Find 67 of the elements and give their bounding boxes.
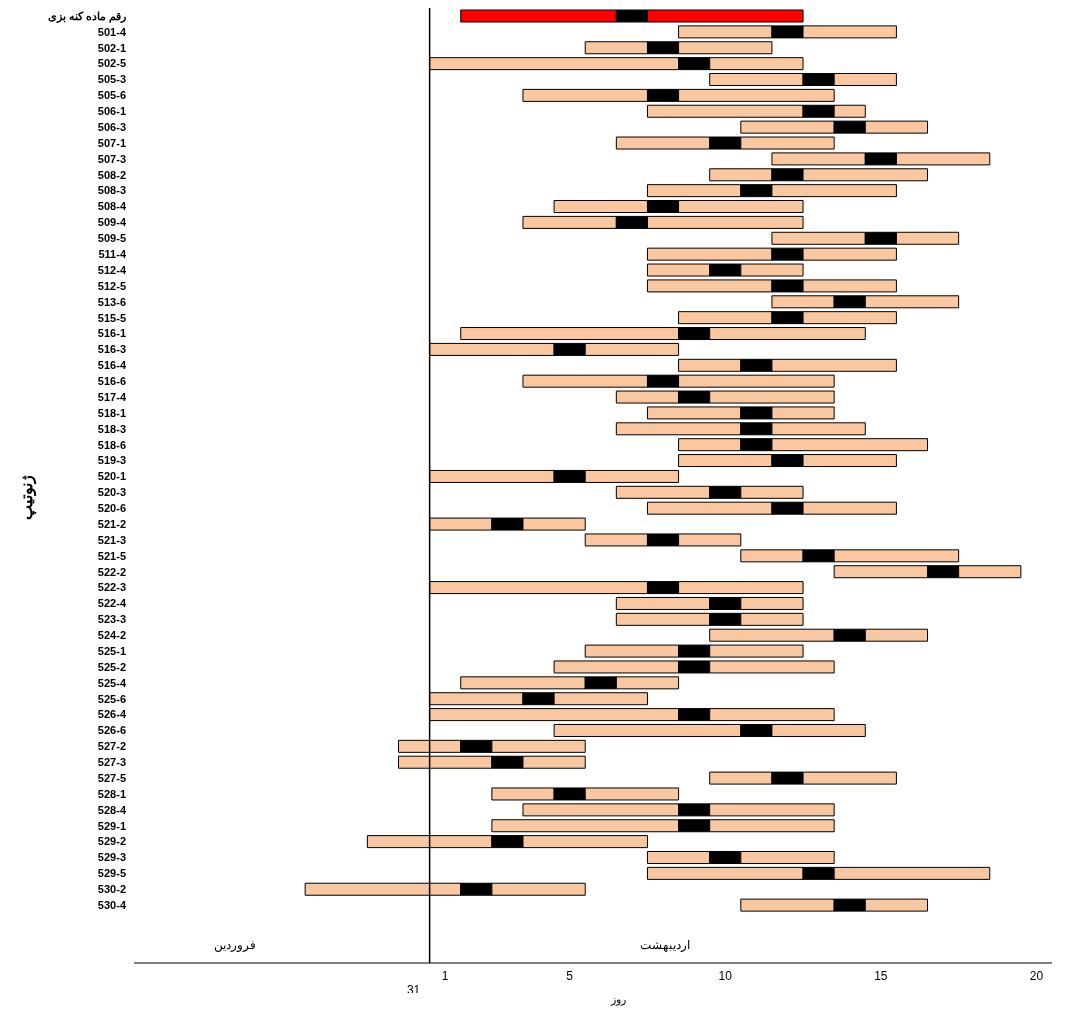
y-tick-label: 522-2 <box>97 565 126 578</box>
y-tick-label: 522-3 <box>97 581 126 594</box>
y-axis-title: ژنوتیپ <box>16 474 36 522</box>
y-tick-label: 525-2 <box>97 660 126 673</box>
y-tick-label: 512-5 <box>97 279 126 292</box>
y-tick-label: 521-5 <box>97 549 126 562</box>
y-tick-label: 527-3 <box>97 756 126 769</box>
y-tick-label: 509-4 <box>97 216 127 229</box>
y-tick-label: 518-6 <box>97 438 126 451</box>
y-tick-label: 523-3 <box>97 613 126 626</box>
y-tick-label: 530-2 <box>97 883 126 896</box>
y-tick-label: رقم ماده کنه بزی <box>47 9 126 23</box>
y-tick-label: 525-6 <box>97 692 126 705</box>
y-tick-label: 516-3 <box>97 343 126 356</box>
y-tick-label: 507-1 <box>97 136 126 149</box>
y-tick-label: 522-4 <box>97 597 127 610</box>
y-tick-label: 501-4 <box>97 25 127 38</box>
y-tick-label: 528-4 <box>97 803 127 816</box>
x-axis-title: روز <box>609 993 627 1006</box>
y-tick-label: 519-3 <box>97 454 126 467</box>
y-tick-label: 513-6 <box>97 295 126 308</box>
y-tick-label: 530-4 <box>97 898 127 911</box>
x-tick-label: 10 <box>718 968 733 983</box>
y-tick-label: 505-6 <box>97 89 126 102</box>
y-tick-label: 528-1 <box>97 787 126 800</box>
y-tick-label: 517-4 <box>97 390 127 403</box>
y-tick-label: 520-3 <box>97 486 126 499</box>
x-tick-label: 5 <box>566 968 574 983</box>
y-tick-label: 518-3 <box>97 422 126 435</box>
y-tick-label: 506-3 <box>97 120 126 133</box>
y-tick-label: 521-3 <box>97 533 126 546</box>
y-tick-label: 524-2 <box>97 629 126 642</box>
y-tick-label: 529-3 <box>97 851 126 864</box>
y-tick-label: 526-4 <box>97 708 127 721</box>
x-tick-label: 20 <box>1029 968 1044 983</box>
y-tick-label: 529-1 <box>97 819 126 832</box>
y-tick-label: 516-4 <box>97 359 127 372</box>
y-tick-label: 520-6 <box>97 502 126 515</box>
y-tick-label: 526-6 <box>97 724 126 737</box>
y-tick-label: 527-5 <box>97 771 126 784</box>
y-tick-label: 529-2 <box>97 835 126 848</box>
y-tick-label: 508-4 <box>97 200 127 213</box>
y-tick-label: 506-1 <box>97 105 126 118</box>
y-tick-label: 511-4 <box>98 248 127 260</box>
x-tick-label: 15 <box>874 968 888 983</box>
y-tick-label: 520-1 <box>97 470 126 483</box>
text: 31 <box>406 982 421 997</box>
y-tick-label: 518-1 <box>97 406 126 419</box>
y-tick-label: 502-1 <box>97 41 126 54</box>
text: فروردین <box>213 938 256 952</box>
y-tick-label: 508-2 <box>97 168 126 181</box>
y-tick-label: 512-4 <box>97 263 127 276</box>
y-tick-label: 529-5 <box>97 867 126 880</box>
y-tick-label: 507-3 <box>97 152 126 165</box>
y-tick-label: 502-5 <box>97 57 126 70</box>
text: اردیبهشت <box>639 938 690 952</box>
y-tick-label: 525-4 <box>97 676 127 689</box>
y-tick-label: 508-3 <box>97 184 126 197</box>
x-tick-label: 1 <box>441 968 449 983</box>
y-tick-label: 505-3 <box>97 73 126 86</box>
y-tick-label: 515-5 <box>97 311 126 324</box>
y-tick-label: 509-5 <box>97 232 126 245</box>
y-tick-label: 527-2 <box>97 740 126 753</box>
y-tick-label: 516-6 <box>97 375 126 388</box>
y-tick-label: 525-1 <box>97 644 126 657</box>
y-tick-label: 516-1 <box>97 327 126 340</box>
y-tick-label: 521-2 <box>97 517 126 530</box>
